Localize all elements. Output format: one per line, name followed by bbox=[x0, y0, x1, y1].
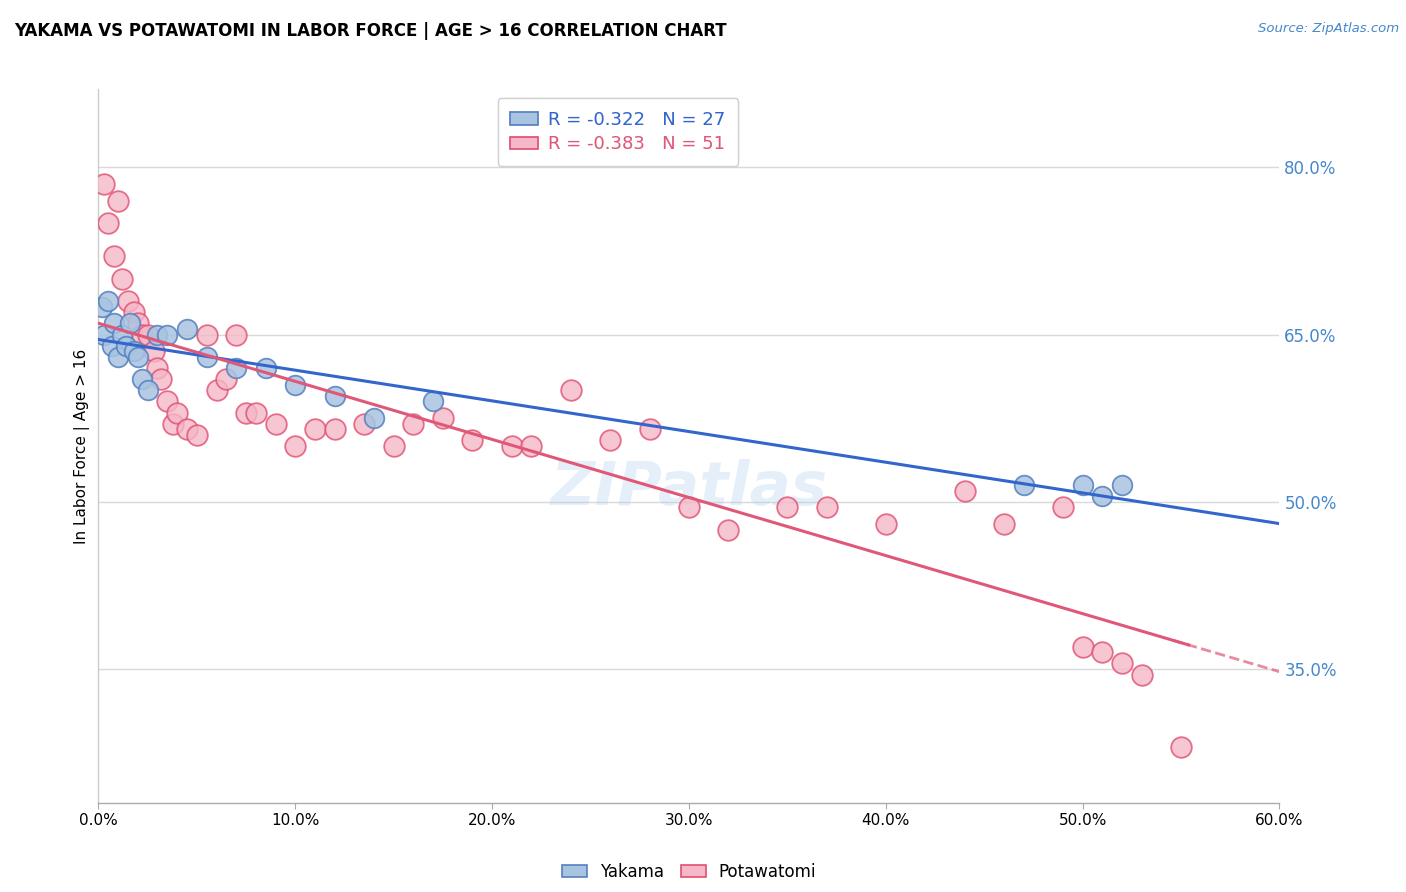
Point bbox=[156, 327, 179, 342]
Point bbox=[520, 439, 543, 453]
Text: ZIPatlas: ZIPatlas bbox=[550, 459, 828, 518]
Point bbox=[118, 317, 141, 331]
Point bbox=[776, 500, 799, 515]
Point bbox=[815, 500, 838, 515]
Point bbox=[1012, 478, 1035, 492]
Point bbox=[93, 327, 115, 342]
Point bbox=[953, 483, 976, 498]
Point bbox=[93, 177, 115, 191]
Point bbox=[111, 327, 134, 342]
Point bbox=[225, 327, 247, 342]
Point bbox=[225, 360, 247, 375]
Point bbox=[678, 500, 700, 515]
Point bbox=[993, 516, 1015, 531]
Point bbox=[136, 327, 159, 342]
Point bbox=[103, 317, 125, 331]
Point bbox=[1091, 645, 1114, 659]
Point bbox=[186, 428, 208, 442]
Point bbox=[142, 344, 165, 359]
Point bbox=[1091, 489, 1114, 503]
Point bbox=[111, 271, 134, 285]
Point bbox=[1071, 640, 1094, 654]
Point bbox=[323, 389, 346, 403]
Point bbox=[1170, 740, 1192, 755]
Point bbox=[382, 439, 405, 453]
Point bbox=[717, 523, 740, 537]
Point bbox=[353, 417, 375, 431]
Point bbox=[97, 216, 120, 230]
Point bbox=[1130, 667, 1153, 681]
Point bbox=[136, 384, 159, 398]
Point bbox=[235, 405, 257, 419]
Point bbox=[103, 249, 125, 264]
Point bbox=[284, 377, 307, 392]
Point bbox=[146, 360, 169, 375]
Point bbox=[264, 417, 287, 431]
Point bbox=[150, 372, 173, 386]
Point bbox=[422, 394, 444, 409]
Point bbox=[117, 293, 139, 308]
Point bbox=[284, 439, 307, 453]
Point bbox=[245, 405, 267, 419]
Point bbox=[146, 327, 169, 342]
Point bbox=[101, 338, 124, 352]
Point bbox=[638, 422, 661, 436]
Text: YAKAMA VS POTAWATOMI IN LABOR FORCE | AGE > 16 CORRELATION CHART: YAKAMA VS POTAWATOMI IN LABOR FORCE | AG… bbox=[14, 22, 727, 40]
Y-axis label: In Labor Force | Age > 16: In Labor Force | Age > 16 bbox=[75, 349, 90, 543]
Point bbox=[131, 372, 153, 386]
Point bbox=[115, 338, 138, 352]
Point bbox=[323, 422, 346, 436]
Point bbox=[254, 360, 277, 375]
Point bbox=[91, 300, 114, 314]
Point bbox=[599, 434, 621, 448]
Point bbox=[402, 417, 425, 431]
Point bbox=[215, 372, 238, 386]
Legend: Yakama, Potawatomi: Yakama, Potawatomi bbox=[555, 856, 823, 888]
Point bbox=[1111, 657, 1133, 671]
Point bbox=[195, 350, 218, 364]
Point bbox=[501, 439, 523, 453]
Point bbox=[304, 422, 326, 436]
Point bbox=[1071, 478, 1094, 492]
Point bbox=[1111, 478, 1133, 492]
Point bbox=[127, 317, 149, 331]
Point bbox=[156, 394, 179, 409]
Point bbox=[176, 422, 198, 436]
Point bbox=[131, 327, 153, 342]
Point bbox=[363, 411, 385, 425]
Point bbox=[560, 384, 582, 398]
Point bbox=[195, 327, 218, 342]
Point bbox=[166, 405, 188, 419]
Point bbox=[875, 516, 897, 531]
Point bbox=[122, 305, 145, 319]
Point bbox=[107, 350, 129, 364]
Point bbox=[97, 293, 120, 308]
Point bbox=[432, 411, 454, 425]
Point bbox=[176, 322, 198, 336]
Point bbox=[205, 384, 228, 398]
Point bbox=[107, 194, 129, 208]
Point bbox=[127, 350, 149, 364]
Point bbox=[1052, 500, 1074, 515]
Text: Source: ZipAtlas.com: Source: ZipAtlas.com bbox=[1258, 22, 1399, 36]
Point bbox=[122, 344, 145, 359]
Point bbox=[162, 417, 184, 431]
Point bbox=[461, 434, 484, 448]
